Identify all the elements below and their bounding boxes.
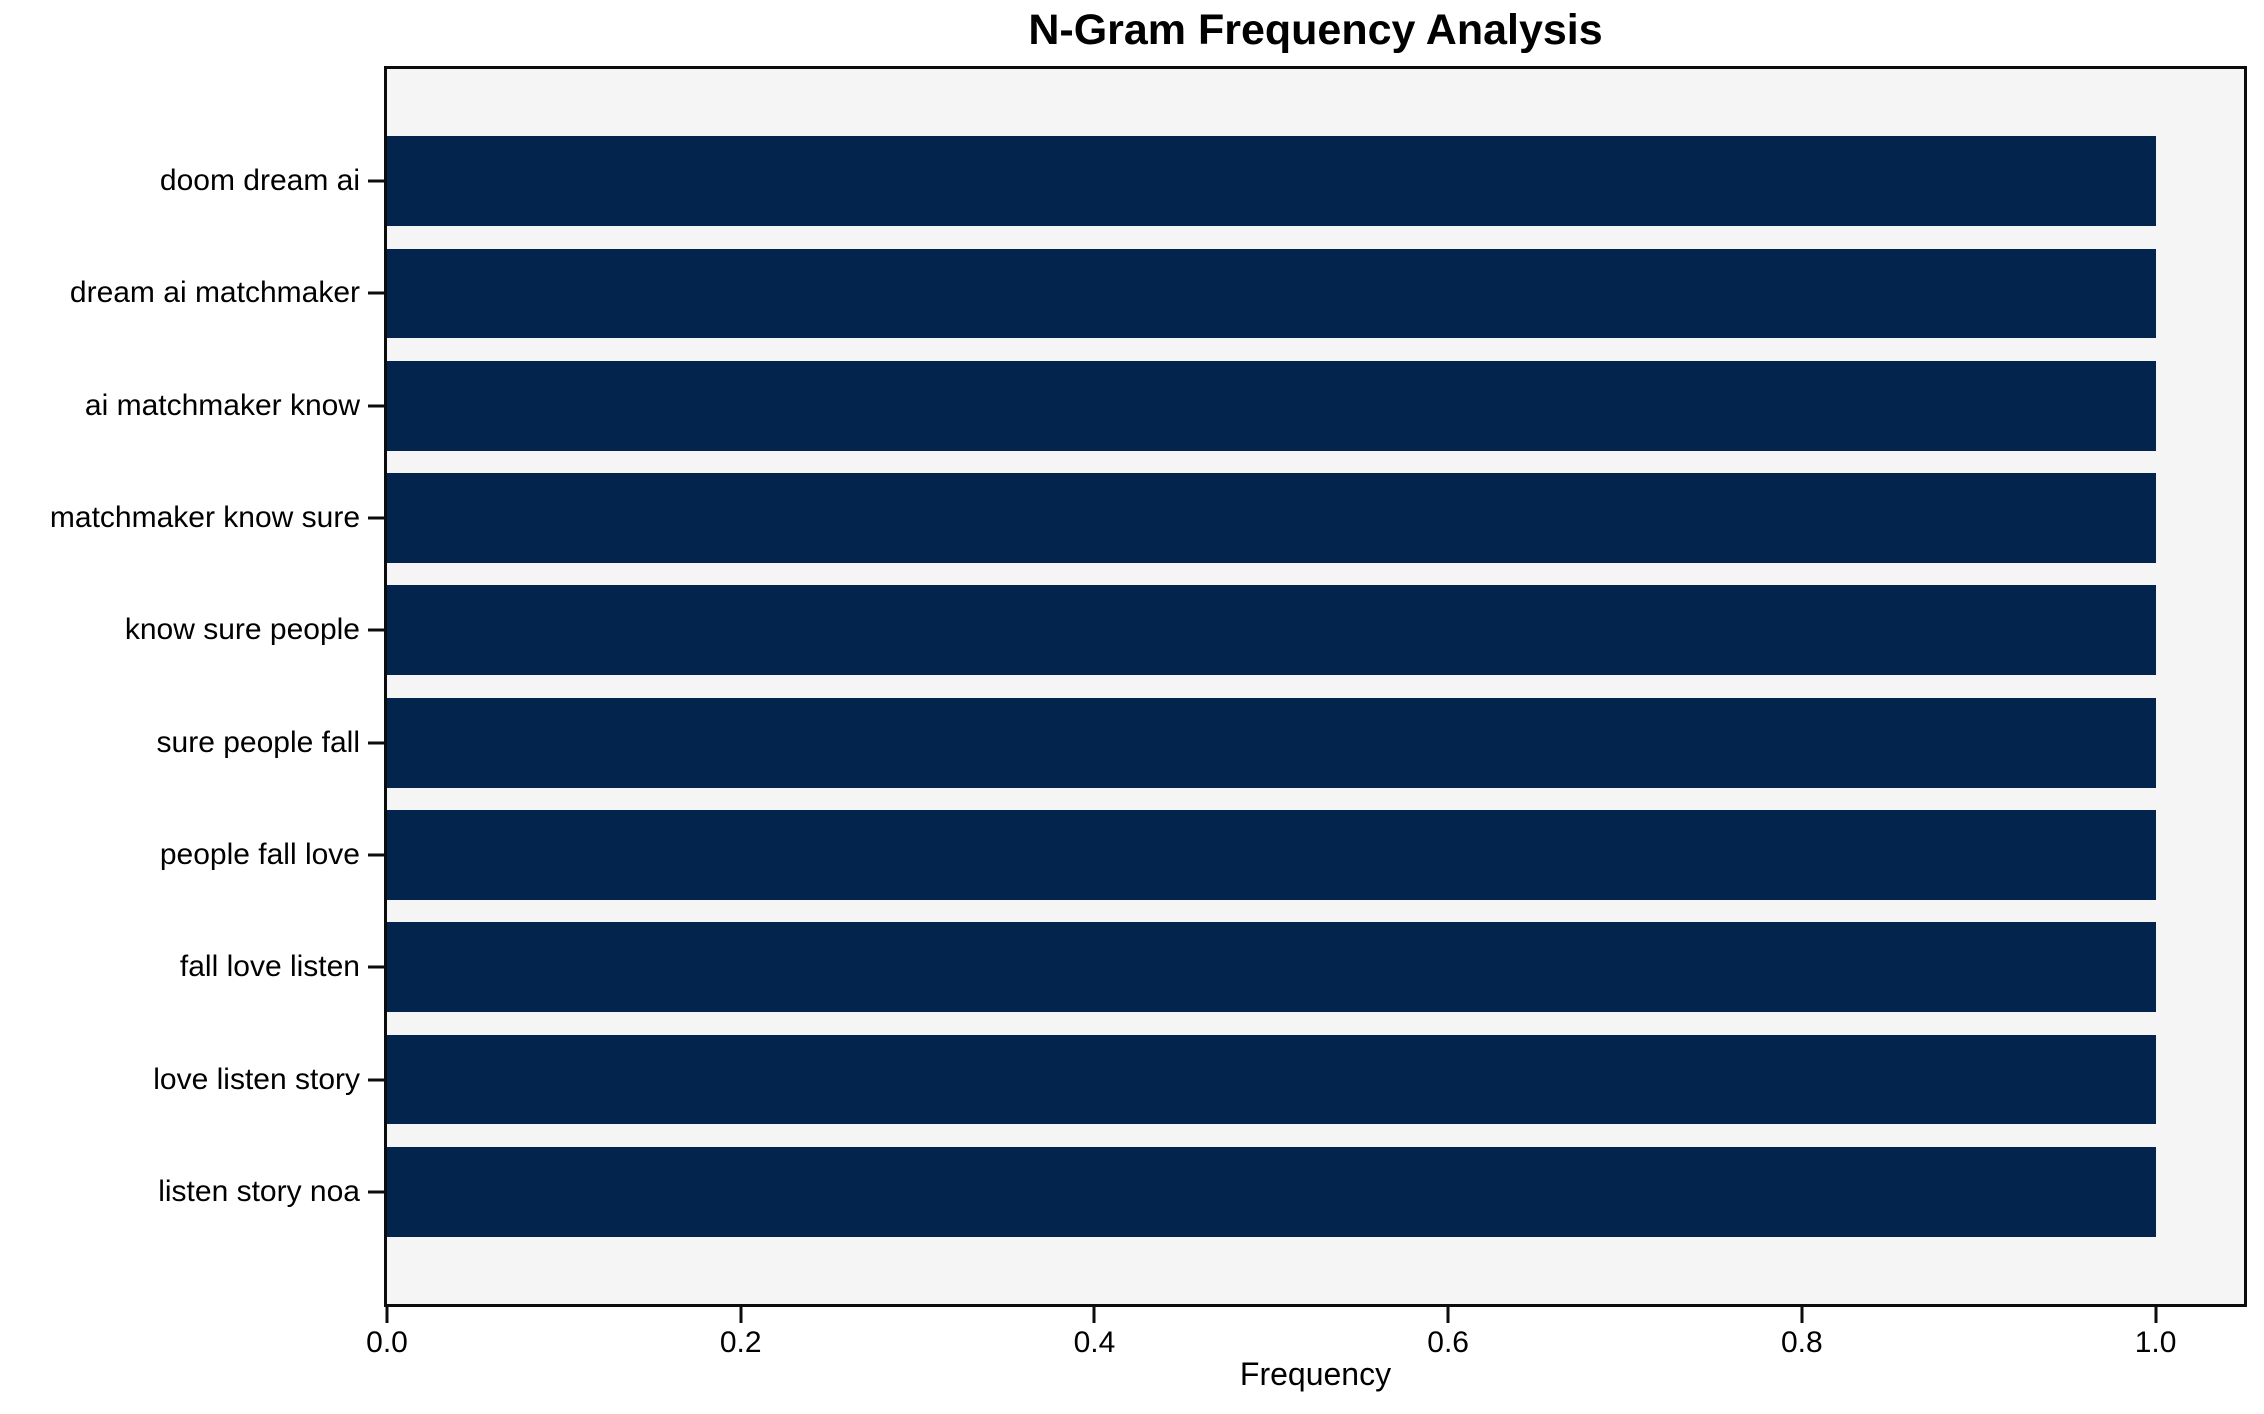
bars-container: doom dream ai dream ai matchmaker ai mat… — [50, 69, 2244, 1304]
bar-row: know sure people — [125, 574, 2244, 686]
x-tick-mark — [739, 1307, 743, 1323]
y-tick-label: fall love listen — [179, 950, 360, 984]
y-tick-mark — [368, 179, 384, 183]
chart-title: N-Gram Frequency Analysis — [1028, 6, 1603, 54]
y-tick-label: sure people fall — [156, 725, 360, 759]
bar-row: sure people fall — [157, 686, 2244, 798]
x-axis: 0.0 0.2 0.4 0.6 0.8 1.0 — [366, 69, 2244, 1359]
y-tick-label: listen story noa — [158, 1174, 360, 1208]
bar-row: fall love listen — [180, 911, 2244, 1023]
x-tick-label: 0.6 — [1427, 1326, 1469, 1359]
x-tick-mark — [1092, 1307, 1096, 1323]
x-tick-mark — [1446, 1307, 1450, 1323]
bar-row: love listen story — [153, 1023, 2244, 1135]
bar — [387, 697, 2156, 788]
y-tick-mark — [368, 965, 384, 969]
y-tick-mark — [368, 1078, 384, 1082]
x-tick-label: 1.0 — [2134, 1326, 2177, 1359]
y-tick-label: matchmaker know sure — [49, 501, 360, 535]
bar — [387, 1034, 2156, 1125]
bar-row: ai matchmaker know — [85, 350, 2244, 462]
y-tick-label: dream ai matchmaker — [69, 276, 360, 310]
bar — [387, 248, 2156, 339]
y-tick-mark — [368, 291, 384, 295]
bar — [387, 922, 2156, 1013]
bar — [387, 585, 2156, 676]
y-tick-mark — [368, 1190, 384, 1194]
x-axis-label: Frequency — [1239, 1356, 1392, 1392]
y-tick-mark — [368, 628, 384, 632]
y-tick-label: know sure people — [124, 613, 360, 647]
y-tick-label: doom dream ai — [159, 164, 360, 198]
y-tick-label: love listen story — [153, 1062, 360, 1096]
y-tick-mark — [368, 516, 384, 520]
bar — [387, 360, 2156, 451]
y-tick-mark — [368, 404, 384, 408]
y-tick-label: people fall love — [159, 837, 360, 871]
bar — [387, 1146, 2156, 1237]
bar-row: dream ai matchmaker — [70, 237, 2244, 349]
y-tick-label: ai matchmaker know — [84, 388, 360, 422]
x-tick-label: 0.0 — [366, 1326, 408, 1359]
x-tick-mark — [1800, 1307, 1804, 1323]
bar — [387, 473, 2156, 563]
bar-row: listen story noa — [158, 1136, 2244, 1248]
x-tick-label: 0.4 — [1073, 1326, 1116, 1359]
x-tick-mark — [2154, 1307, 2158, 1323]
plot-area: doom dream ai dream ai matchmaker ai mat… — [50, 66, 2247, 1359]
x-tick-label: 0.2 — [719, 1326, 762, 1359]
y-tick-mark — [368, 853, 384, 857]
bar-row: people fall love — [160, 799, 2244, 911]
bar — [387, 136, 2156, 227]
bar — [387, 810, 2156, 900]
x-tick-label: 0.8 — [1780, 1326, 1823, 1359]
bar-row: doom dream ai — [160, 125, 2244, 237]
bar-row: matchmaker know sure — [50, 462, 2244, 574]
y-tick-mark — [368, 741, 384, 745]
x-tick-mark — [385, 1307, 389, 1323]
